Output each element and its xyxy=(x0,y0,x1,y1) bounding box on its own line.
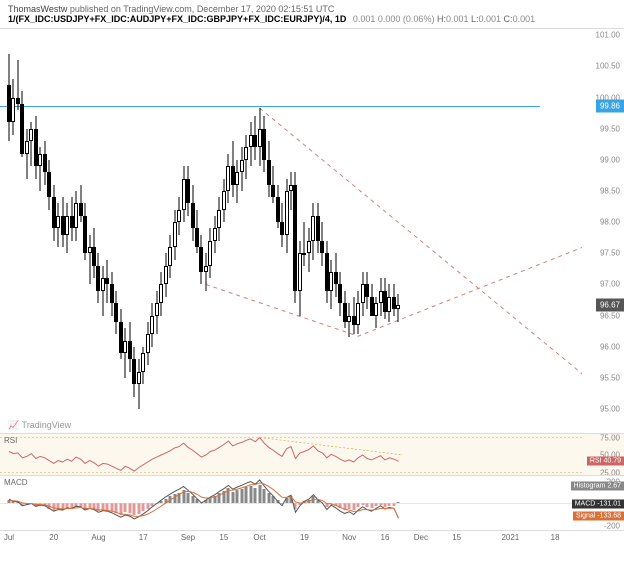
time-tick: 2021 xyxy=(501,533,519,542)
time-axis: Jul 20 Aug 17 Sep 15 Oct 19 Nov 16 Dec 15 2021 18 xyxy=(0,530,624,548)
rsi-y-axis: 25.0050.0075.00RSI 40.79 xyxy=(582,434,624,475)
tradingview-watermark: 📈 TradingView xyxy=(8,420,71,431)
price-y-axis: 95.0095.5096.0096.5097.0097.5098.0098.50… xyxy=(582,29,624,433)
signal-badge: Signal -133.68 xyxy=(573,512,624,521)
rsi-panel[interactable]: RSI 25.0050.0075.00RSI 40.79 xyxy=(0,433,624,475)
author: ThomasWestw xyxy=(8,4,67,14)
time-tick: 15 xyxy=(452,533,461,542)
histogram-badge: Histogram 2.67 xyxy=(571,482,624,491)
resistance-line xyxy=(0,106,540,107)
last-price-label: 96.67 xyxy=(596,299,624,312)
chart-container: 95.0095.5096.0096.5097.0097.5098.0098.50… xyxy=(0,28,624,548)
time-tick: 16 xyxy=(381,533,390,542)
time-tick: 17 xyxy=(139,533,148,542)
macd-badge: MACD -131.01 xyxy=(572,500,624,509)
chart-header: ThomasWestw published on TradingView.com… xyxy=(0,0,624,28)
price-panel[interactable]: 95.0095.5096.0096.5097.0097.5098.0098.50… xyxy=(0,28,624,433)
ohlc: 0.001 0.000 (0.06%) H:0.001 L:0.001 C:0.… xyxy=(353,14,535,24)
time-tick: 18 xyxy=(551,533,560,542)
time-tick: Sep xyxy=(181,533,195,542)
time-tick: 15 xyxy=(219,533,228,542)
time-tick: Nov xyxy=(342,533,356,542)
time-tick: Aug xyxy=(91,533,105,542)
time-tick: 20 xyxy=(49,533,58,542)
time-tick: Oct xyxy=(253,533,265,542)
symbol: 1/(FX_IDC:USDJPY+FX_IDC:AUDJPY+FX_IDC:GB… xyxy=(8,14,346,24)
time-tick: Jul xyxy=(4,533,14,542)
macd-y-axis: -2000200Histogram 2.67MACD -131.01Signal… xyxy=(582,476,624,530)
macd-panel[interactable]: MACD -2000200Histogram 2.67MACD -131.01S… xyxy=(0,475,624,530)
rsi-value-badge: RSI 40.79 xyxy=(587,457,624,466)
time-tick: Dec xyxy=(414,533,428,542)
time-tick: 19 xyxy=(300,533,309,542)
